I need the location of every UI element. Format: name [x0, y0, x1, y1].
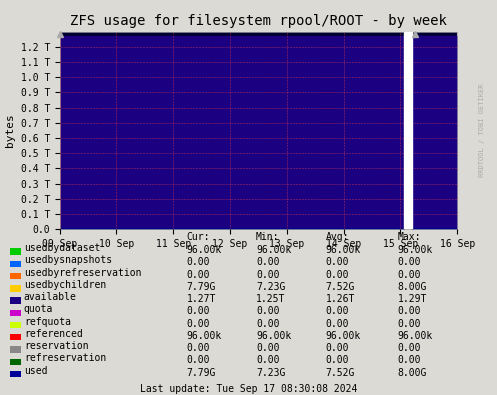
Title: ZFS usage for filesystem rpool/ROOT - by week: ZFS usage for filesystem rpool/ROOT - by… — [70, 14, 447, 28]
Text: 7.79G: 7.79G — [186, 368, 216, 378]
Text: 7.52G: 7.52G — [326, 368, 355, 378]
Y-axis label: bytes: bytes — [5, 113, 15, 147]
Text: 0.00: 0.00 — [256, 270, 279, 280]
Text: 0.00: 0.00 — [186, 343, 210, 353]
Text: 0.00: 0.00 — [256, 356, 279, 365]
Text: 0.00: 0.00 — [398, 307, 421, 316]
Text: 96.00k: 96.00k — [256, 331, 291, 341]
Text: 96.00k: 96.00k — [326, 331, 361, 341]
Text: referenced: referenced — [24, 329, 83, 339]
Text: 0.00: 0.00 — [326, 319, 349, 329]
Text: Avg:: Avg: — [326, 232, 349, 242]
Text: quota: quota — [24, 305, 53, 314]
Text: 0.00: 0.00 — [256, 319, 279, 329]
Text: 0.00: 0.00 — [326, 307, 349, 316]
Text: 7.52G: 7.52G — [326, 282, 355, 292]
Text: usedbydataset: usedbydataset — [24, 243, 100, 253]
Text: usedbysnapshots: usedbysnapshots — [24, 256, 112, 265]
Text: 1.29T: 1.29T — [398, 294, 427, 304]
Text: 0.00: 0.00 — [326, 343, 349, 353]
Text: 0.00: 0.00 — [186, 356, 210, 365]
Text: 0.00: 0.00 — [398, 270, 421, 280]
Text: 7.23G: 7.23G — [256, 282, 285, 292]
Text: 8.00G: 8.00G — [398, 368, 427, 378]
Text: 0.00: 0.00 — [186, 307, 210, 316]
Text: 0.00: 0.00 — [398, 258, 421, 267]
Text: 0.00: 0.00 — [398, 343, 421, 353]
Text: Last update: Tue Sep 17 08:30:08 2024: Last update: Tue Sep 17 08:30:08 2024 — [140, 384, 357, 394]
Text: 96.00k: 96.00k — [398, 245, 433, 255]
Text: 0.00: 0.00 — [186, 319, 210, 329]
Text: refreservation: refreservation — [24, 354, 106, 363]
Text: Cur:: Cur: — [186, 232, 210, 242]
Text: 0.00: 0.00 — [256, 258, 279, 267]
Text: 0.00: 0.00 — [186, 270, 210, 280]
Text: 96.00k: 96.00k — [256, 245, 291, 255]
Text: 0.00: 0.00 — [326, 270, 349, 280]
Text: 96.00k: 96.00k — [186, 331, 222, 341]
Text: 96.00k: 96.00k — [398, 331, 433, 341]
Text: 0.00: 0.00 — [326, 356, 349, 365]
Text: 7.23G: 7.23G — [256, 368, 285, 378]
Text: Max:: Max: — [398, 232, 421, 242]
Text: 7.79G: 7.79G — [186, 282, 216, 292]
Text: used: used — [24, 366, 47, 376]
Text: available: available — [24, 292, 77, 302]
Text: 0.00: 0.00 — [256, 343, 279, 353]
Text: 1.27T: 1.27T — [186, 294, 216, 304]
Text: 0.00: 0.00 — [186, 258, 210, 267]
Text: usedbyrefreservation: usedbyrefreservation — [24, 268, 141, 278]
Bar — [404, 32, 412, 229]
Text: refquota: refquota — [24, 317, 71, 327]
Text: 0.00: 0.00 — [256, 307, 279, 316]
Text: 8.00G: 8.00G — [398, 282, 427, 292]
Text: usedbychildren: usedbychildren — [24, 280, 106, 290]
Text: 96.00k: 96.00k — [326, 245, 361, 255]
Text: 0.00: 0.00 — [326, 258, 349, 267]
Text: RRDTOOL / TOBI OETIKER: RRDTOOL / TOBI OETIKER — [479, 84, 485, 177]
Text: 0.00: 0.00 — [398, 319, 421, 329]
Text: reservation: reservation — [24, 341, 88, 351]
Text: 0.00: 0.00 — [398, 356, 421, 365]
Text: 96.00k: 96.00k — [186, 245, 222, 255]
Text: 1.25T: 1.25T — [256, 294, 285, 304]
Text: Min:: Min: — [256, 232, 279, 242]
Text: 1.26T: 1.26T — [326, 294, 355, 304]
